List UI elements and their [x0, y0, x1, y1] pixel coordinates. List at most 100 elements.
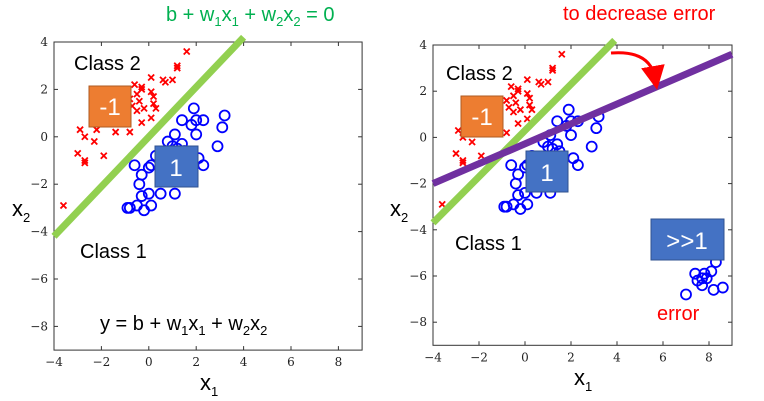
class1-point: [218, 109, 231, 122]
negative-label: -1: [99, 94, 120, 121]
class1-point: [142, 161, 155, 174]
positive-label-box: [525, 150, 569, 193]
class2-point: [507, 82, 515, 91]
y-tick-label: 2: [419, 84, 427, 98]
decrease-error-note: to decrease error: [563, 3, 716, 25]
class2-point: [76, 126, 84, 134]
x-axis-label: x1: [200, 370, 218, 399]
x-tick-label: −4: [424, 350, 442, 364]
class2-point: [523, 115, 531, 123]
class2-point: [147, 73, 155, 82]
class1-point: [168, 187, 181, 200]
class1-point: [142, 187, 155, 200]
class1-point: [197, 114, 210, 127]
class2-point: [126, 128, 134, 136]
class1-point: [216, 121, 229, 134]
boundary-equation: b + w1x1 + w2x2 = 0: [166, 4, 334, 29]
class2-point: [147, 88, 155, 96]
class1-point: [135, 190, 148, 202]
class1-point: [572, 159, 584, 172]
class2-point: [502, 129, 511, 137]
positive-label-box: [154, 145, 199, 188]
class2-point: [454, 126, 462, 135]
class2-point: [173, 64, 181, 72]
class1-point: [500, 200, 513, 213]
class2-point: [514, 119, 522, 128]
x-axis-label: x1: [574, 365, 592, 394]
y-tick-label: −8: [30, 319, 48, 333]
class2-point: [438, 200, 446, 209]
class2-point: [514, 87, 522, 95]
class1-point: [187, 102, 200, 115]
class1-point: [585, 140, 598, 153]
y-tick-label: −4: [30, 225, 48, 239]
class2-point: [138, 85, 146, 94]
class2-point: [548, 64, 557, 72]
class1-point: [197, 159, 210, 172]
class2-point: [516, 106, 525, 114]
large-output-label: >>1: [666, 228, 707, 255]
class1-label: Class 1: [80, 241, 147, 263]
plot-frame: [53, 41, 363, 351]
class2-point: [74, 149, 82, 158]
rotate-arrow-icon: [610, 51, 665, 90]
class2-point: [140, 104, 148, 112]
class2-point: [168, 76, 177, 84]
class1-point: [519, 186, 531, 199]
class2-point: [452, 149, 460, 158]
class2-point: [81, 133, 89, 141]
class1-point: [551, 138, 564, 151]
y-tick-label: −2: [30, 177, 48, 191]
error-label: error: [657, 303, 700, 325]
class2-point: [59, 201, 68, 210]
class2-point: [100, 152, 108, 160]
y-tick-label: 0: [40, 130, 48, 144]
x-tick-label: −2: [93, 355, 111, 369]
x-tick-label: 0: [521, 350, 529, 364]
x-tick-label: 2: [567, 350, 575, 364]
plot-frame: [432, 44, 733, 346]
x-tick-label: −4: [45, 355, 63, 369]
class1-point: [211, 140, 224, 153]
class1-point: [512, 168, 524, 181]
class2-point: [130, 81, 139, 89]
x-tick-label: 0: [145, 355, 153, 369]
class2-point: [90, 137, 98, 146]
class2-point: [512, 99, 520, 107]
class2-point: [523, 89, 531, 98]
class2-point: [537, 80, 545, 88]
y-tick-label: 4: [419, 38, 427, 52]
y-tick-label: −8: [409, 315, 427, 329]
decision-boundary: [430, 37, 618, 226]
large-output-box: [650, 218, 725, 261]
model-equation: y = b + w1x1 + w2x2: [100, 313, 267, 338]
class2-point: [544, 78, 552, 86]
class2-point: [138, 118, 146, 127]
decision-boundary: [51, 34, 247, 239]
class2-point: [138, 83, 146, 91]
y-tick-label: −6: [409, 269, 427, 283]
right-plot: −4 −2 0 2 4 6 8 4 2 0 −2 −4 −6 −8: [409, 37, 734, 364]
negative-label-box: [460, 95, 504, 138]
class2-point: [558, 50, 566, 58]
class2-point: [135, 97, 143, 105]
x-tick-label: 6: [659, 350, 667, 364]
class1-point: [145, 199, 158, 212]
class2-point: [149, 99, 158, 108]
y-axis-label: x2: [390, 196, 408, 225]
x-tick-label: 2: [192, 355, 200, 369]
class2-point: [548, 66, 557, 75]
y-axis-label: x2: [12, 196, 30, 225]
class2-point: [459, 156, 467, 165]
class2-point: [525, 101, 534, 109]
class1-point: [705, 265, 718, 278]
class1-point: [716, 281, 729, 294]
class2-point: [149, 92, 158, 101]
y-tick-label: 2: [40, 82, 48, 96]
class2-point: [173, 62, 181, 70]
class2-point: [505, 103, 513, 112]
class1-point: [562, 103, 575, 116]
class1-point: [565, 129, 577, 141]
x-tick-label: 8: [705, 350, 713, 364]
